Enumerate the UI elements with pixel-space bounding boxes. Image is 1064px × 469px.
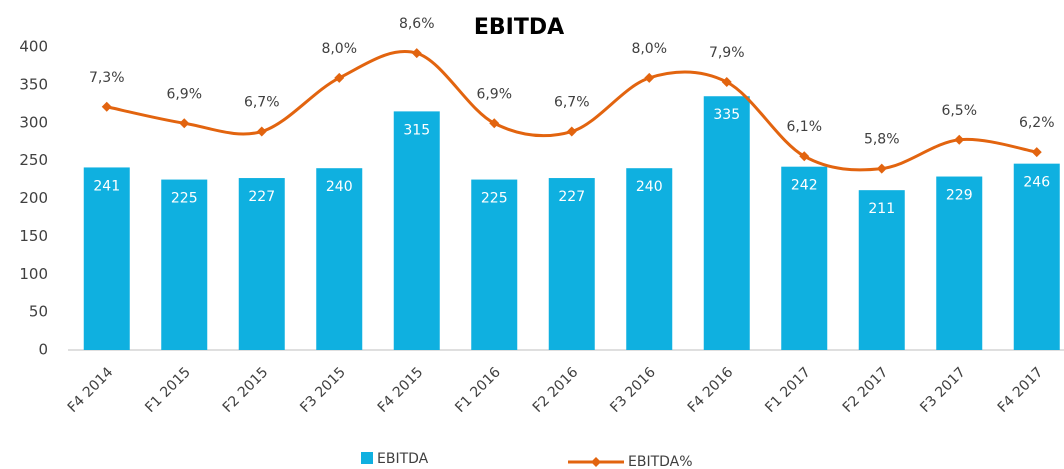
y-tick-label: 350 xyxy=(19,75,48,93)
bar-label: 241 xyxy=(93,178,120,194)
bar-label: 315 xyxy=(403,122,430,138)
line-marker xyxy=(876,163,887,174)
legend-label: EBITDA xyxy=(377,451,429,467)
bar-label: 242 xyxy=(791,178,818,194)
line-marker xyxy=(489,118,500,129)
bar-label: 227 xyxy=(558,189,585,205)
line-marker xyxy=(411,48,422,59)
bar-label: 227 xyxy=(248,189,275,205)
y-tick-label: 400 xyxy=(19,38,48,56)
bar xyxy=(471,179,518,350)
line-label: 6,2% xyxy=(1019,115,1055,131)
bar-label: 225 xyxy=(481,191,508,207)
x-tick-label: F3 2017 xyxy=(917,364,969,416)
line-marker xyxy=(101,101,112,112)
line-label: 7,9% xyxy=(709,45,745,61)
y-tick-label: 200 xyxy=(19,189,48,207)
x-tick-label: F4 2017 xyxy=(995,364,1047,416)
bar xyxy=(548,178,595,350)
line-marker xyxy=(334,72,345,83)
x-tick-label: F4 2016 xyxy=(685,364,737,416)
chart-title: EBITDA xyxy=(474,15,564,40)
line-marker xyxy=(566,126,577,137)
line-marker xyxy=(256,126,267,137)
bar xyxy=(781,166,828,350)
y-tick-label: 250 xyxy=(19,151,48,169)
x-tick-label: F4 2015 xyxy=(375,364,427,416)
y-tick-label: 300 xyxy=(19,113,48,131)
line-label: 6,9% xyxy=(476,86,512,102)
line-marker xyxy=(644,72,655,83)
x-tick-label: F2 2016 xyxy=(530,364,582,416)
bar xyxy=(161,179,208,350)
x-tick-label: F1 2016 xyxy=(452,364,504,416)
line-marker xyxy=(179,118,190,129)
bar xyxy=(858,190,905,350)
line xyxy=(106,50,1038,172)
bar-label: 246 xyxy=(1023,175,1050,191)
line-label: 6,9% xyxy=(166,86,202,102)
line-label: 6,7% xyxy=(554,95,590,111)
y-tick-label: 50 xyxy=(29,303,48,321)
bar xyxy=(626,168,673,350)
bar xyxy=(703,96,750,350)
bar xyxy=(238,178,285,350)
line-label: 8,0% xyxy=(321,41,357,57)
legend-swatch xyxy=(361,452,373,464)
bar xyxy=(316,168,363,350)
bar xyxy=(1013,163,1060,350)
line-marker xyxy=(799,151,810,162)
line-marker xyxy=(1031,147,1042,158)
bar-label: 229 xyxy=(946,188,973,204)
x-tick-label: F3 2016 xyxy=(607,364,659,416)
line-label: 8,0% xyxy=(631,41,667,57)
y-tick-label: 150 xyxy=(19,227,48,245)
legend-label: EBITDA% xyxy=(628,454,693,469)
bar-label: 240 xyxy=(326,179,353,195)
line-label: 6,5% xyxy=(941,103,977,119)
bar xyxy=(936,176,983,350)
y-tick-label: 0 xyxy=(38,341,48,359)
x-tick-label: F2 2017 xyxy=(840,364,892,416)
bar-label: 335 xyxy=(713,107,740,123)
bar xyxy=(83,167,130,350)
bar xyxy=(393,111,440,350)
line-label: 6,7% xyxy=(244,95,280,111)
x-tick-label: F2 2015 xyxy=(220,364,272,416)
x-tick-label: F1 2017 xyxy=(762,364,814,416)
line-label: 6,1% xyxy=(786,119,822,135)
bar-label: 240 xyxy=(636,179,663,195)
x-tick-label: F3 2015 xyxy=(297,364,349,416)
line-marker xyxy=(954,134,965,145)
y-tick-label: 100 xyxy=(19,265,48,283)
line-marker xyxy=(721,77,732,88)
line-label: 7,3% xyxy=(89,70,125,86)
legend-marker xyxy=(591,457,601,467)
line-label: 8,6% xyxy=(399,16,435,32)
x-tick-label: F1 2015 xyxy=(142,364,194,416)
bar-label: 211 xyxy=(868,201,895,217)
line-label: 5,8% xyxy=(864,132,900,148)
x-tick-label: F4 2014 xyxy=(65,364,117,416)
bar-label: 225 xyxy=(171,191,198,207)
